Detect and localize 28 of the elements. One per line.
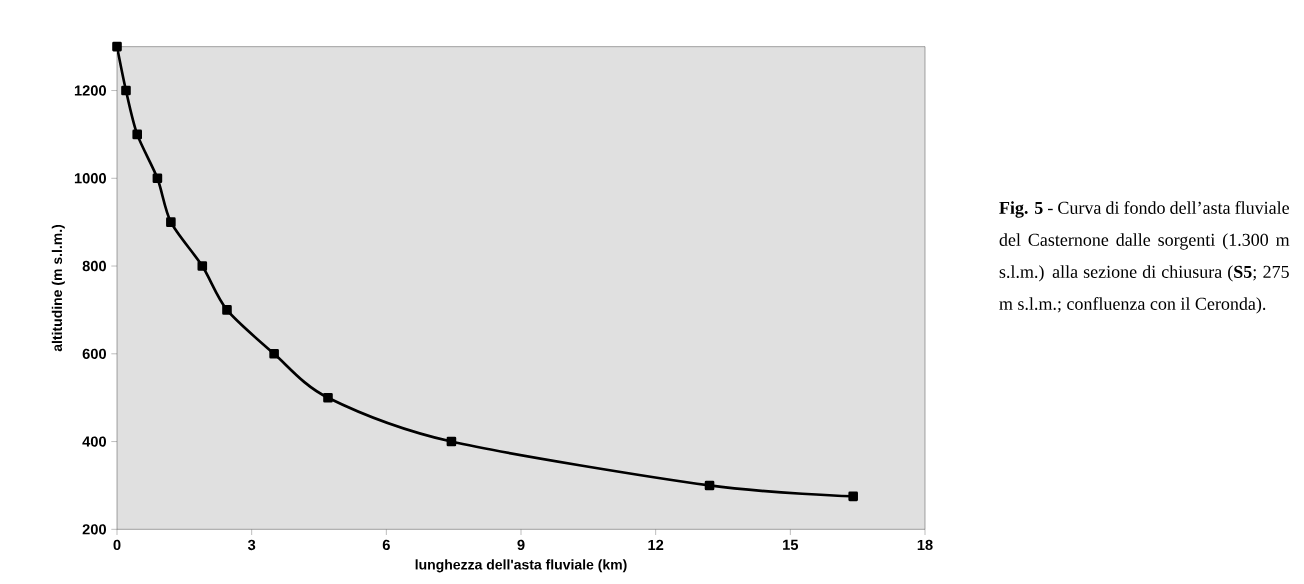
y-tick-label: 800 [82,260,106,272]
point [323,392,333,403]
y-tick-label: 200 [82,524,106,535]
point [446,436,457,447]
x-tick-label: 6 [382,539,390,551]
y-tick-label: 1200 [74,85,106,96]
point [132,129,143,140]
point [152,173,163,184]
point [197,261,208,271]
text: Fig. 5 - Curva di fondo dell’asta fluviale del Casternone dalle sorgenti (1.300 m s.l.m.) alla sezione di chiusura (S5; 275 m s.l.m.; confluenza con il Ceronda). [999,201,1290,314]
x-tick-label: 15 [783,539,799,550]
x-tick-label: 9 [517,539,525,551]
point [222,305,232,315]
y-tick-label: 400 [82,436,106,447]
x-tick-label: 3 [247,539,256,551]
point [848,491,858,502]
x-axis-title: lunghezza dell'asta fluviale (km) [415,559,627,573]
y-tick-label: 600 [82,348,106,359]
point [112,41,122,52]
x-tick-label: 12 [648,539,664,550]
x-tick-label: 0 [113,539,121,551]
point [269,349,279,359]
point [121,85,131,96]
y-tick-label: 1000 [74,173,106,184]
point [704,480,715,491]
x-tick-label: 18 [917,539,933,551]
y-axis-title: altitudine (m s.l.m.) [51,224,65,352]
point [166,217,176,227]
